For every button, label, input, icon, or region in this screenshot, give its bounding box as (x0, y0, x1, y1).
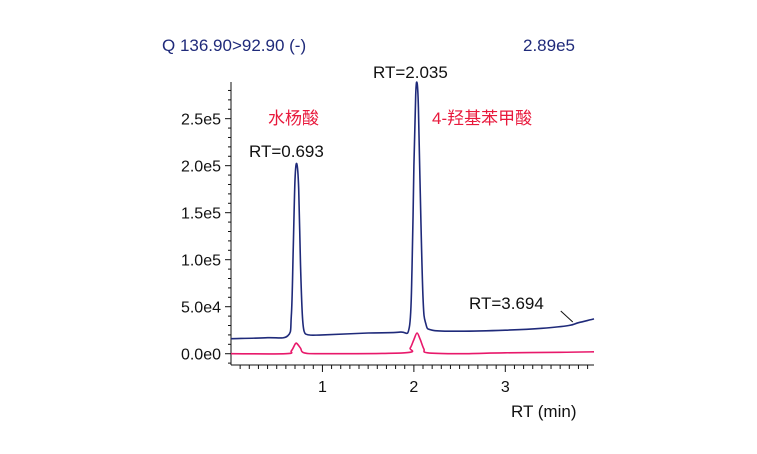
compound-label-4-hydroxybenzoic-acid: 4-羟基苯甲酸 (432, 109, 533, 128)
y-tick-label: 1.0e5 (181, 253, 221, 270)
y-tick-label: 1.5e5 (181, 206, 221, 223)
max-intensity-label: 2.89e5 (523, 36, 575, 55)
y-tick-label: 2.0e5 (181, 159, 221, 176)
chart-axes: 0.0e0 5.0e4 1.0e5 1.5e5 2.0e5 2.5e5 1 2 3 (181, 82, 594, 396)
y-tick-label: 0.0e0 (181, 347, 221, 364)
annotation-leaders (560, 310, 574, 323)
rt-3694-leader-line (560, 310, 574, 323)
peak-label-rt-0693: RT=0.693 (249, 142, 324, 161)
peak-label-rt-3694: RT=3.694 (469, 294, 544, 313)
compound-label-salicylic-acid: 水杨酸 (268, 109, 319, 128)
y-tick-label: 2.5e5 (181, 112, 221, 129)
y-tick-label: 5.0e4 (181, 300, 221, 317)
x-tick-label: 2 (409, 379, 418, 396)
trace-blue-line (230, 81, 595, 340)
trace-pink-line (230, 332, 595, 355)
x-axis-title: RT (min) (511, 402, 577, 421)
peak-label-rt-2035: RT=2.035 (373, 63, 448, 82)
x-tick-label: 1 (318, 379, 327, 396)
transition-label: Q 136.90>92.90 (-) (162, 36, 307, 55)
x-tick-label: 3 (501, 379, 510, 396)
chart-traces (230, 81, 595, 355)
